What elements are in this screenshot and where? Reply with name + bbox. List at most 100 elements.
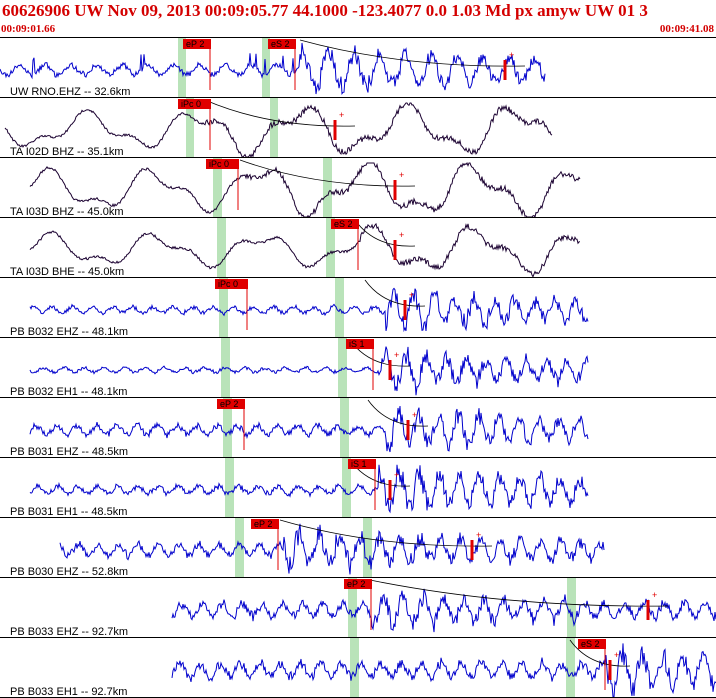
trace-row[interactable]: + iPc 0 TA I02D BHZ -- 35.1km: [0, 98, 716, 159]
pick-flag[interactable]: [346, 339, 374, 349]
time-window-band: [567, 578, 576, 638]
trace-row[interactable]: + eP 2 PB B033 EHZ -- 92.7km: [0, 578, 716, 638]
pick-label: iPc 0: [209, 159, 229, 169]
pick-flag[interactable]: [183, 39, 211, 49]
seismogram-panel[interactable]: + eP 2 eS 2 UW RNO.EHZ -- 32.6km + iPc 0 TA I0…: [0, 38, 716, 698]
pick-flag[interactable]: [251, 519, 279, 529]
pick-flag[interactable]: [206, 159, 239, 169]
coda-end-plus: +: [394, 350, 399, 360]
pick-flag[interactable]: [217, 399, 245, 409]
station-label: PB B030 EHZ -- 52.8km: [10, 566, 128, 578]
pick-flag[interactable]: [578, 639, 606, 649]
station-label: PB B033 EH1 -- 92.7km: [10, 686, 127, 698]
station-label: PB B032 EH1 -- 48.1km: [10, 386, 127, 398]
pick-flag[interactable]: [215, 279, 248, 289]
waveform-trace[interactable]: [29, 222, 581, 278]
station-label: PB B033 EHZ -- 92.7km: [10, 626, 128, 638]
time-start-label: 00:09:01.66: [1, 23, 56, 35]
coda-curve: [369, 579, 669, 607]
trace-row[interactable]: + eP 2 PB B031 EHZ -- 48.5km: [0, 398, 716, 458]
time-window-band: [350, 638, 359, 698]
trace-row[interactable]: + iPc 0 TA I03D BHZ -- 45.0km: [0, 158, 716, 219]
pick-label: eP 2: [220, 399, 238, 409]
coda-end-plus: +: [652, 590, 657, 600]
time-window-band: [363, 518, 372, 578]
waveform-trace[interactable]: [29, 287, 589, 333]
station-label: TA I03D BHZ -- 45.0km: [10, 206, 124, 218]
time-window-band: [223, 398, 232, 458]
waveform-trace[interactable]: [171, 588, 716, 633]
pick-flag[interactable]: [331, 219, 359, 229]
coda-curve: [239, 159, 416, 187]
trace-row[interactable]: + iPc 0 PB B032 EHZ -- 48.1km: [0, 278, 716, 338]
waveform-trace[interactable]: [29, 464, 589, 514]
station-label: PB B031 EHZ -- 48.5km: [10, 446, 128, 458]
station-label: PB B031 EH1 -- 48.5km: [10, 506, 127, 518]
waveform-trace[interactable]: [4, 102, 553, 159]
waveform-trace[interactable]: [59, 523, 605, 575]
trace-row[interactable]: + iS 1 PB B031 EH1 -- 48.5km: [0, 458, 716, 518]
coda-end-plus: +: [476, 530, 481, 540]
waveform-trace[interactable]: [29, 405, 589, 453]
header-divider: [0, 37, 716, 38]
time-window-band: [235, 518, 244, 578]
coda-end-plus: +: [614, 650, 619, 660]
time-window-band: [225, 458, 234, 518]
time-window-band: [342, 458, 351, 518]
seismogram-svg[interactable]: + eP 2 eS 2 UW RNO.EHZ -- 32.6km + iPc 0 TA I0…: [0, 38, 716, 698]
coda-curve: [364, 279, 426, 307]
coda-end-plus: +: [339, 110, 344, 120]
trace-row[interactable]: + eP 2 PB B030 EHZ -- 52.8km: [0, 518, 716, 578]
coda-curve: [569, 639, 631, 667]
trace-row[interactable]: + iS 1 PB B032 EH1 -- 48.1km: [0, 338, 716, 398]
coda-end-plus: +: [412, 410, 417, 420]
time-window-band: [566, 638, 575, 698]
pick-label: iPc 0: [218, 279, 238, 289]
coda-curve: [299, 39, 526, 67]
station-label: TA I03D BHE -- 45.0km: [10, 266, 124, 278]
time-window-band: [186, 98, 194, 158]
pick-flag[interactable]: [344, 579, 372, 589]
time-window-band: [217, 218, 226, 278]
trace-row[interactable]: + eS 2 PB B033 EH1 -- 92.7km: [0, 638, 716, 698]
time-window-band: [178, 38, 186, 98]
pick-flag[interactable]: [348, 459, 376, 469]
station-label: UW RNO.EHZ -- 32.6km: [10, 86, 130, 98]
pick-label: eP 2: [254, 519, 272, 529]
trace-row[interactable]: + eP 2 eS 2 UW RNO.EHZ -- 32.6km: [0, 38, 716, 98]
time-window-band: [270, 98, 278, 158]
waveform-trace[interactable]: [29, 346, 589, 396]
station-label: PB B032 EHZ -- 48.1km: [10, 326, 128, 338]
time-window-band: [219, 278, 228, 338]
coda-end-plus: +: [394, 470, 399, 480]
coda-end-plus: +: [509, 50, 514, 60]
event-title: 60626906 UW Nov 09, 2013 00:09:05.77 44.…: [2, 1, 648, 20]
time-window-band: [348, 578, 357, 638]
pick-flag[interactable]: [268, 39, 296, 49]
waveform-trace[interactable]: [0, 42, 546, 95]
time-end-label: 00:09:41.08: [659, 23, 714, 35]
waveform-trace[interactable]: [171, 643, 716, 698]
coda-curve: [367, 399, 429, 427]
pick-label: iS 1: [351, 459, 367, 469]
pick-label: eS 2: [334, 219, 353, 229]
coda-end-plus: +: [399, 230, 404, 240]
event-header: 60626906 UW Nov 09, 2013 00:09:05.77 44.…: [0, 0, 716, 38]
pick-label: eP 2: [186, 39, 204, 49]
time-window-band: [340, 398, 349, 458]
coda-end-plus: +: [399, 170, 404, 180]
time-window-band: [338, 338, 347, 398]
coda-curve: [279, 519, 493, 547]
time-window-band: [323, 158, 332, 218]
time-window-band: [335, 278, 344, 338]
coda-end-plus: +: [409, 290, 414, 300]
station-label: TA I02D BHZ -- 35.1km: [10, 146, 124, 158]
pick-label: eP 2: [347, 579, 365, 589]
trace-row[interactable]: + eS 2 TA I03D BHE -- 45.0km: [0, 218, 716, 278]
pick-label: iS 1: [349, 339, 365, 349]
pick-label: eS 2: [271, 39, 290, 49]
time-window-band: [326, 218, 335, 278]
pick-flag[interactable]: [178, 99, 211, 109]
time-window-band: [213, 158, 222, 218]
pick-label: eS 2: [581, 639, 600, 649]
